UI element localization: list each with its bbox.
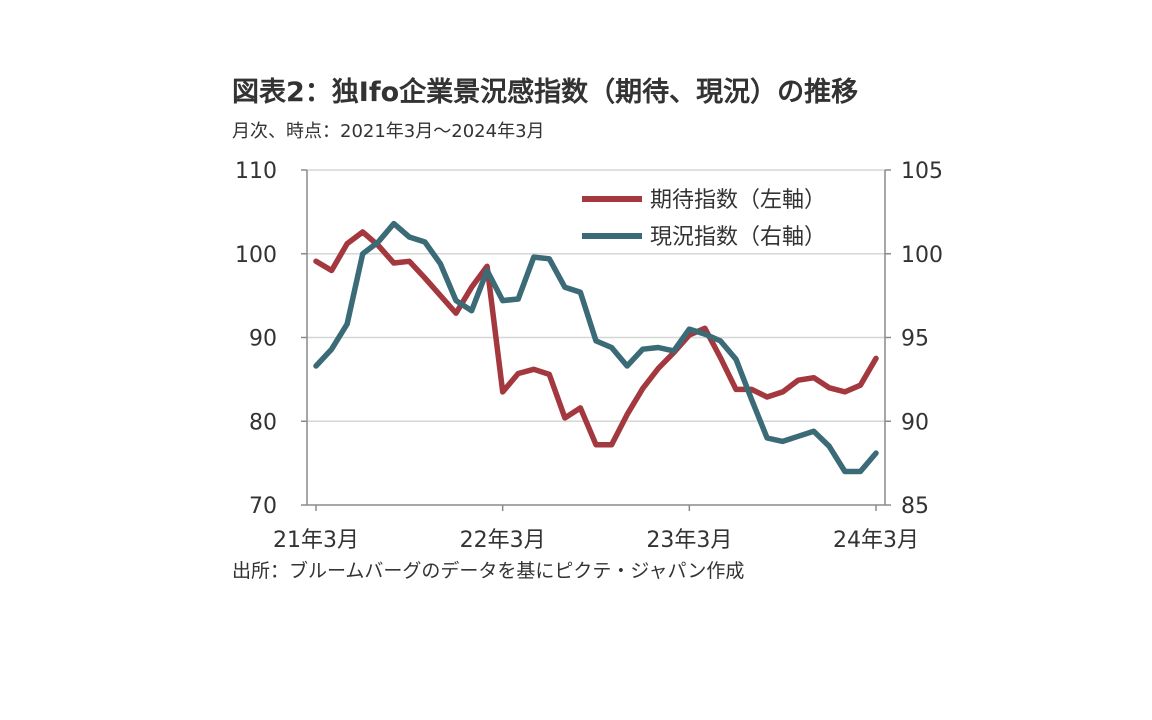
legend-label: 現況指数（右軸）: [650, 225, 826, 250]
left-tick-label: 90: [249, 327, 277, 352]
right-tick-label: 100: [901, 243, 943, 268]
legend: 期待指数（左軸） 現況指数（右軸）: [582, 188, 826, 250]
left-tick-label: 70: [249, 494, 277, 519]
series-lines: [313, 220, 879, 475]
left-tick-label: 80: [249, 410, 277, 435]
x-tick-label: 22年3月: [460, 528, 546, 553]
x-tick-label: 21年3月: [273, 528, 359, 553]
right-tick-label: 95: [901, 327, 929, 352]
axes: 70 80 90 100 110 85 90 95 100 105 21年3月 22年3月 23年3月 2…: [235, 159, 943, 553]
x-tick-label: 24年3月: [833, 528, 919, 553]
legend-label: 期待指数（左軸）: [650, 188, 826, 213]
right-tick-label: 90: [901, 410, 929, 435]
chart-title: 図表2：独Ifo企業景況感指数（期待、現況）の推移: [232, 77, 859, 108]
right-tick-label: 85: [901, 494, 929, 519]
right-tick-label: 105: [901, 159, 943, 184]
x-tick-label: 23年3月: [646, 528, 732, 553]
chart-source-note: 出所：ブルームバーグのデータを基にピクテ・ジャパン作成: [232, 560, 745, 582]
left-tick-label: 100: [235, 243, 277, 268]
chart-subtitle: 月次、時点：2021年3月～2024年3月: [232, 121, 545, 142]
left-tick-label: 110: [235, 159, 277, 184]
